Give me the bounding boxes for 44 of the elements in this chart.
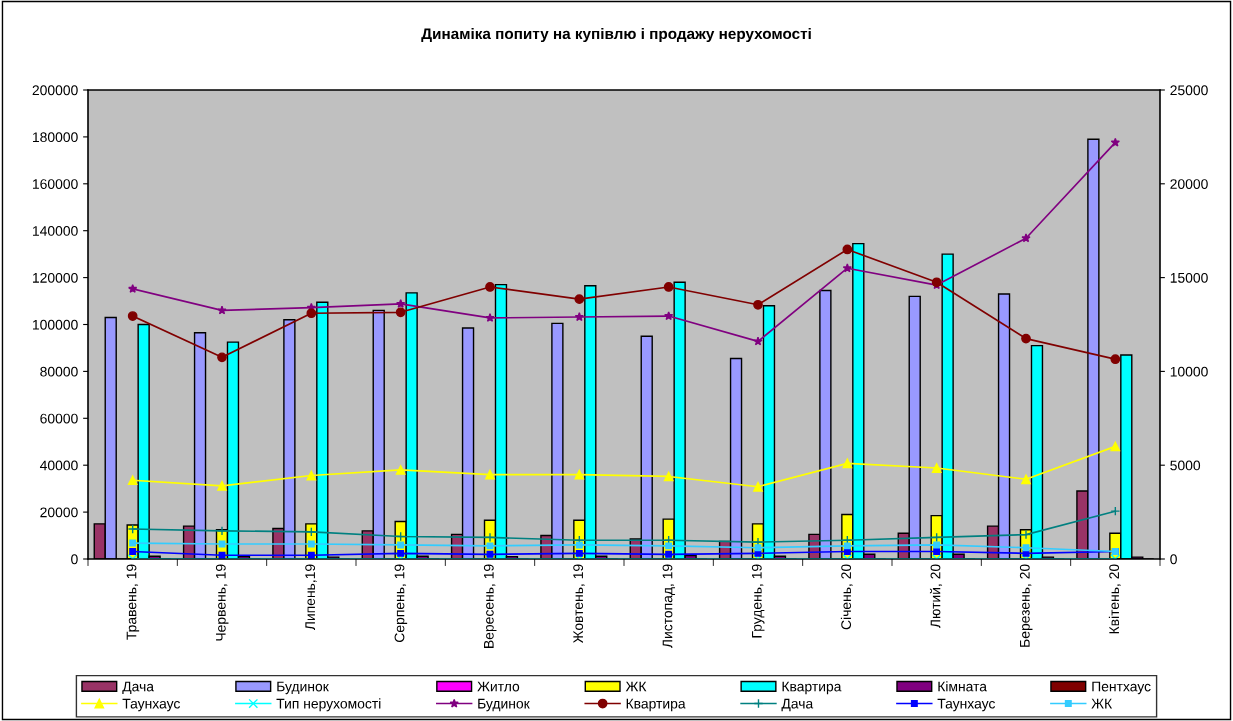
legend-label: ЖК <box>625 681 647 692</box>
x-tick-label: Липень,19 <box>305 564 317 631</box>
y-tick-label: 80000 <box>40 366 78 377</box>
y2-tick-label: 15000 <box>1170 272 1208 283</box>
x-tick-label: Жовтень, 19 <box>573 564 585 644</box>
x-tick-label: Лютий, 20 <box>929 564 943 628</box>
y-tick-label: 140000 <box>33 226 78 236</box>
x-tick-label: Березень, 20 <box>1019 564 1033 647</box>
y-tick-label: 0 <box>71 554 78 565</box>
y-tick-label: 120000 <box>33 272 78 283</box>
legend-label: Квартира <box>626 698 686 712</box>
y-tick-label: 180000 <box>33 132 78 143</box>
y2-tick-label: 20000 <box>1170 179 1208 189</box>
legend-label: Дача <box>122 681 155 695</box>
legend-label: Квартира <box>782 681 842 695</box>
x-tick-label: Вересень, 19 <box>483 564 497 648</box>
legend-label: Таунхаус <box>122 698 180 712</box>
y2-tick-label: 0 <box>1170 554 1177 565</box>
legend-label: Таунхаус <box>937 698 996 712</box>
x-tick-label: Квітень, 20 <box>1108 564 1121 634</box>
y2-tick-label: 10000 <box>1170 366 1208 377</box>
legend-label: Пентхаус <box>1092 681 1151 695</box>
y2-tick-label: 25000 <box>1170 85 1208 96</box>
x-tick-label: Грудень, 19 <box>751 564 765 638</box>
y-tick-label: 160000 <box>33 179 78 189</box>
x-tick-label: Травень, 19 <box>126 564 140 640</box>
y-tick-label: 40000 <box>39 460 78 471</box>
y-tick-label: 60000 <box>40 413 78 424</box>
x-tick-label: Серпень, 19 <box>394 564 408 642</box>
x-tick-label: Червень, 19 <box>215 564 229 641</box>
legend-label: Будинок <box>277 681 329 695</box>
y2-tick-label: 5000 <box>1170 460 1201 471</box>
legend-label: Будинок <box>478 698 530 712</box>
legend-label: Дача <box>781 698 814 712</box>
y-tick-label: 100000 <box>33 319 78 330</box>
x-tick-label: Листопад, 19 <box>662 564 676 648</box>
legend-label: Тип нерухомості <box>276 698 381 712</box>
legend-label: Житло <box>477 681 520 692</box>
chart-title: Динаміка попиту на купівлю і продажу нерухомості <box>421 27 811 43</box>
y-tick-label: 20000 <box>40 507 78 518</box>
legend-label: ЖК <box>1091 698 1113 709</box>
y-tick-label: 200000 <box>32 85 78 96</box>
x-tick-label: Січень, 20 <box>840 564 853 630</box>
legend-label: Кімната <box>938 681 987 692</box>
